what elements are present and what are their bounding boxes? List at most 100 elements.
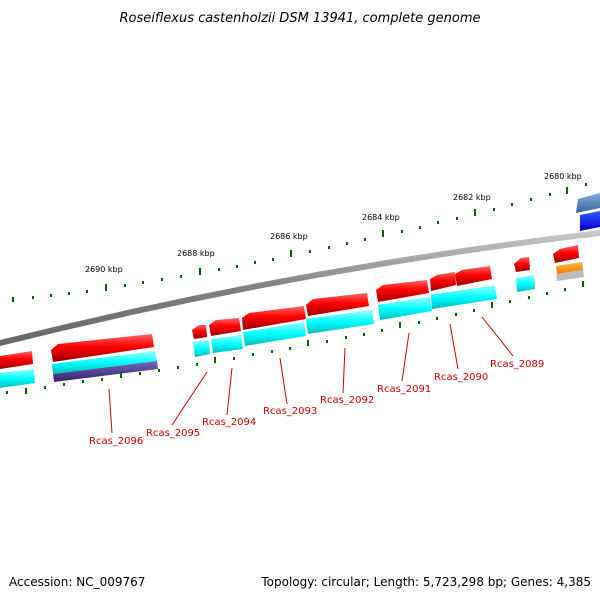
tick-mark	[236, 265, 238, 268]
tick-mark	[474, 209, 476, 216]
tick-mark	[564, 288, 566, 291]
kbp-label: 2680 kbp	[544, 172, 582, 181]
tick-mark	[418, 321, 420, 324]
cds-block	[52, 351, 157, 374]
gene-arrow	[192, 325, 207, 339]
tick-mark	[456, 217, 458, 220]
tick-mark	[158, 369, 160, 372]
tick-mark	[473, 309, 475, 312]
gene-arrow	[514, 257, 530, 272]
tick-mark	[271, 350, 273, 353]
cds-block	[0, 369, 35, 388]
tick-mark	[401, 230, 403, 233]
tick-mark	[363, 333, 365, 336]
leader-line	[449, 323, 459, 370]
tick-mark	[199, 268, 201, 275]
tick-mark	[6, 391, 8, 394]
tick-mark	[124, 284, 126, 287]
leader-line	[108, 388, 113, 434]
tick-mark	[254, 261, 256, 264]
tick-mark	[566, 187, 568, 194]
tick-mark	[180, 275, 182, 278]
tick-mark	[382, 230, 384, 237]
tick-mark	[528, 296, 530, 299]
gene-label: Rcas_2095	[146, 428, 200, 439]
tick-mark	[399, 322, 401, 328]
tick-mark	[32, 296, 34, 299]
gene-label: Rcas_2094	[202, 417, 256, 428]
tick-mark	[381, 329, 383, 332]
tick-mark	[63, 383, 65, 386]
tick-mark	[582, 281, 584, 287]
upper-tick-row	[12, 183, 587, 302]
tick-mark	[326, 340, 328, 343]
cds-block	[431, 285, 497, 309]
tick-mark	[290, 250, 292, 257]
cds-block	[516, 275, 535, 292]
tick-mark	[436, 317, 438, 320]
gene-arrow	[455, 266, 492, 286]
blue-feature	[576, 193, 600, 213]
tick-mark	[44, 386, 46, 389]
tick-mark	[120, 372, 122, 378]
gene-label: Rcas_2089	[490, 359, 544, 370]
tick-mark	[177, 366, 179, 369]
tick-mark	[161, 278, 163, 281]
cds-block	[193, 340, 210, 357]
forward-red-genes	[0, 245, 579, 369]
cds-block	[211, 335, 243, 353]
leader-line	[279, 357, 288, 405]
accession-text: Accession: NC_009767	[9, 575, 145, 589]
tick-mark	[12, 297, 14, 302]
leader-line	[226, 367, 233, 416]
genome-summary-text: Topology: circular; Length: 5,723,298 bp…	[260, 575, 591, 589]
gray-feature	[556, 270, 584, 281]
tick-mark	[437, 221, 439, 224]
gene-arrow	[51, 334, 154, 362]
cds-block	[306, 310, 374, 334]
tick-mark	[139, 372, 141, 375]
tick-mark	[307, 340, 309, 346]
gene-arrow	[242, 306, 306, 330]
gene-arrow	[376, 280, 429, 302]
gene-label: Rcas_2092	[320, 395, 374, 406]
tick-mark	[491, 302, 493, 308]
tick-mark	[585, 183, 587, 186]
tick-mark	[86, 290, 88, 293]
cds-track	[0, 275, 535, 388]
tick-mark	[82, 380, 84, 383]
leader-line	[401, 332, 410, 382]
tick-mark	[105, 284, 107, 291]
purple-feature	[53, 361, 158, 382]
tick-mark	[328, 246, 330, 249]
tick-mark	[364, 238, 366, 241]
tick-mark	[455, 313, 457, 316]
tick-mark	[289, 347, 291, 350]
tick-mark	[252, 353, 254, 356]
tick-mark	[419, 226, 421, 229]
map-title: Roseiflexus castenholzii DSM 13941, comp…	[120, 11, 481, 26]
tick-mark	[493, 208, 495, 211]
tick-mark	[345, 336, 347, 339]
tick-mark	[50, 294, 52, 297]
tick-mark	[196, 363, 198, 366]
tick-mark	[530, 198, 532, 201]
tick-mark	[142, 281, 144, 284]
gene-arrow	[0, 351, 33, 369]
tick-mark	[511, 203, 513, 206]
tick-mark	[346, 242, 348, 245]
gene-arrow	[306, 293, 369, 316]
kbp-label: 2686 kbp	[270, 232, 308, 241]
gene-label: Rcas_2090	[434, 372, 488, 383]
tick-mark	[233, 357, 235, 360]
gene-label: Rcas_2096	[89, 436, 143, 447]
tick-mark	[272, 258, 274, 261]
cds-block	[243, 322, 306, 346]
gene-arrow	[553, 245, 579, 263]
tick-mark	[101, 378, 103, 381]
blue-feature	[580, 211, 600, 231]
cds-block	[378, 297, 432, 320]
tick-mark	[309, 250, 311, 253]
tick-mark	[25, 388, 27, 394]
